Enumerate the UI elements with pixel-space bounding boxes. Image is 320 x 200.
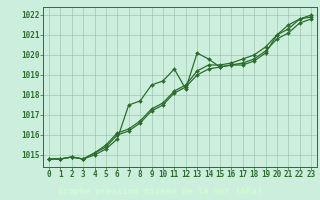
Text: Graphe pression niveau de la mer (hPa): Graphe pression niveau de la mer (hPa) xyxy=(58,187,262,196)
